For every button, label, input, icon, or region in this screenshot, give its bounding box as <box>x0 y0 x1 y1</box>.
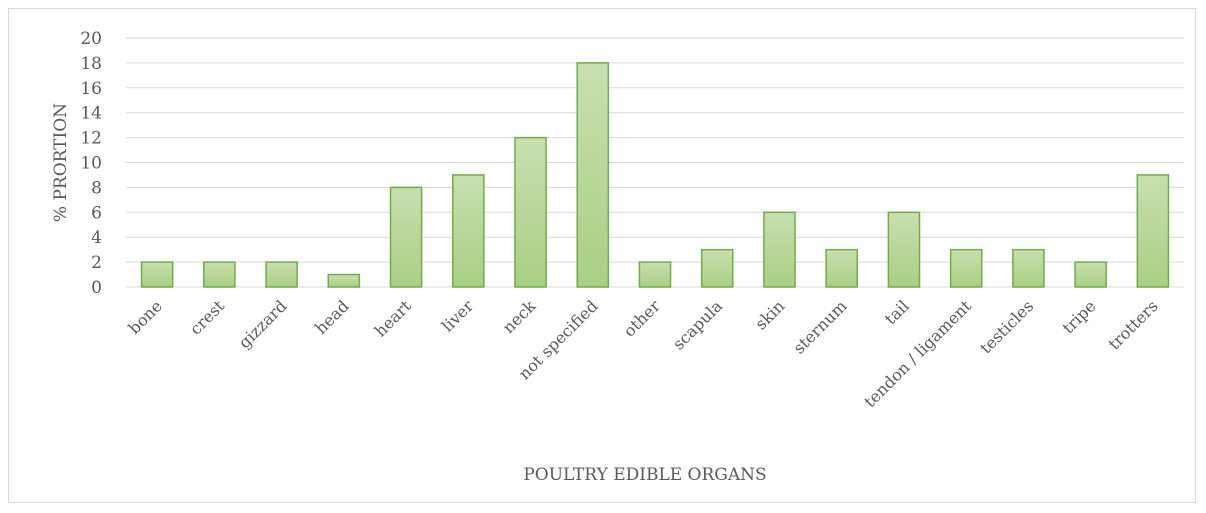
y-tick-label: 8 <box>91 178 102 198</box>
x-category-label: testicles <box>976 296 1037 357</box>
bar-gizzard <box>265 261 298 288</box>
bar-tripe <box>1074 261 1107 288</box>
y-tick-label: 4 <box>91 228 102 248</box>
y-tick-labels: 0 2 4 6 8 10 12 14 16 18 20 <box>80 29 102 298</box>
bar-skin <box>763 211 796 288</box>
bar-scapula <box>700 248 734 288</box>
gridlines <box>126 37 1184 288</box>
x-category-label: crest <box>186 296 229 339</box>
y-tick-label: 18 <box>80 54 102 74</box>
x-category-label: tail <box>881 296 913 328</box>
x-category-label: tendon / ligament <box>860 296 975 411</box>
x-category-label: head <box>311 296 352 337</box>
bar-crest <box>203 261 236 288</box>
y-tick-label: 2 <box>91 253 102 273</box>
y-tick-label: 14 <box>80 104 102 124</box>
bar-neck <box>514 136 547 288</box>
bar-tendon-ligament <box>949 248 983 288</box>
bar-other <box>638 261 672 288</box>
x-category-label: sternum <box>789 296 850 357</box>
bar-tail <box>887 211 921 288</box>
x-category-label: gizzard <box>235 296 291 352</box>
x-axis-title: POULTRY EDIBLE ORGANS <box>523 465 766 485</box>
x-category-label: skin <box>751 296 788 333</box>
bar-not-specified <box>576 62 610 288</box>
y-tick-label: 12 <box>80 129 102 149</box>
x-category-label: heart <box>371 296 416 341</box>
bar-head <box>327 273 361 288</box>
bar-sternum <box>825 248 859 288</box>
x-category-label: liver <box>438 296 477 335</box>
bar-testicles <box>1012 248 1045 288</box>
x-category-label: tripe <box>1059 296 1100 337</box>
bar-heart <box>389 186 423 288</box>
bars <box>140 62 1170 288</box>
y-tick-label: 6 <box>91 203 102 223</box>
bar-trotters <box>1136 174 1170 288</box>
y-tick-label: 20 <box>80 29 102 49</box>
x-category-label: scapula <box>669 296 727 354</box>
x-category-label: other <box>620 296 664 340</box>
y-axis-title: % PRORTION <box>51 103 71 222</box>
bar-liver <box>451 174 485 288</box>
x-category-label: trotters <box>1105 296 1162 353</box>
y-tick-label: 16 <box>80 79 102 99</box>
bar-bone <box>140 261 174 288</box>
x-category-label: neck <box>499 296 540 337</box>
x-category-label: bone <box>124 296 165 337</box>
y-tick-label: 10 <box>80 154 102 174</box>
y-tick-label: 0 <box>91 278 102 298</box>
